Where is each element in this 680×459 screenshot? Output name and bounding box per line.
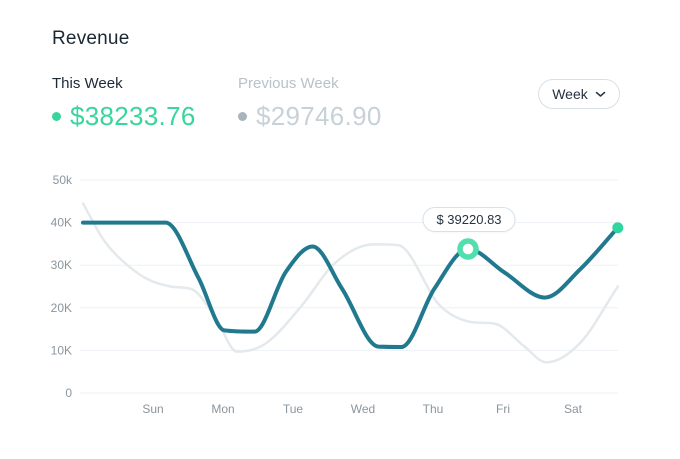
page-title: Revenue xyxy=(52,28,130,49)
y-tick-label: 10K xyxy=(51,343,72,357)
x-tick-label: Mon xyxy=(211,402,234,416)
period-selector-label: Week xyxy=(552,86,588,102)
y-tick-label: 50k xyxy=(53,173,73,187)
this-week-line[interactable] xyxy=(81,220,620,349)
x-tick-label: Thu xyxy=(423,402,444,416)
y-tick-label: 40K xyxy=(51,216,72,230)
previous-week-label: Previous Week xyxy=(238,75,339,92)
highlight-tooltip: $ 39220.83 xyxy=(422,207,516,232)
previous-week-stat: $29746.90 xyxy=(238,101,382,132)
previous-week-line[interactable] xyxy=(81,202,620,364)
x-tick-label: Sat xyxy=(564,402,583,416)
period-selector-button[interactable]: Week xyxy=(538,79,620,109)
x-tick-label: Fri xyxy=(496,402,510,416)
line-end-dot xyxy=(612,222,624,234)
x-tick-label: Sun xyxy=(142,402,163,416)
this-week-label: This Week xyxy=(52,75,123,92)
this-week-stat: $38233.76 xyxy=(52,101,196,132)
highlighted-point-marker[interactable] xyxy=(457,238,479,260)
this-week-value: $38233.76 xyxy=(70,101,196,131)
chevron-down-icon xyxy=(595,91,606,97)
y-tick-label: 20K xyxy=(51,301,72,315)
previous-week-value: $29746.90 xyxy=(256,101,382,131)
this-week-dot-icon xyxy=(52,112,61,121)
y-tick-label: 30K xyxy=(51,258,72,272)
y-tick-label: 0 xyxy=(65,386,72,400)
x-tick-label: Wed xyxy=(351,402,375,416)
previous-week-dot-icon xyxy=(238,112,247,121)
x-tick-label: Tue xyxy=(283,402,304,416)
